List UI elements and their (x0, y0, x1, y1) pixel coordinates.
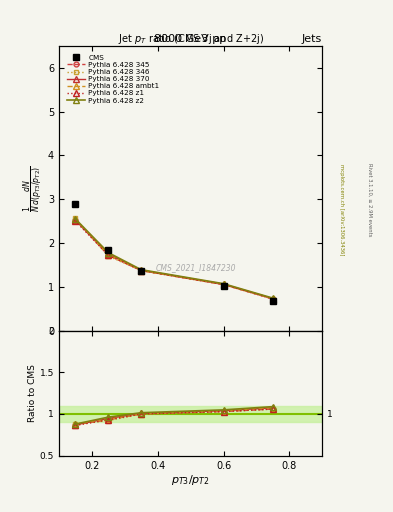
Text: mcplots.cern.ch [arXiv:1306.3436]: mcplots.cern.ch [arXiv:1306.3436] (340, 164, 344, 255)
Y-axis label: $\frac{1}{N}\frac{dN}{d(p_{T3}/p_{T2})}$: $\frac{1}{N}\frac{dN}{d(p_{T3}/p_{T2})}$ (22, 165, 46, 211)
Text: Jets: Jets (302, 33, 322, 44)
Text: 8000 GeV pp: 8000 GeV pp (154, 33, 227, 44)
Text: CMS_2021_I1847230: CMS_2021_I1847230 (156, 264, 236, 272)
Legend: CMS, Pythia 6.428 345, Pythia 6.428 346, Pythia 6.428 370, Pythia 6.428 ambt1, P: CMS, Pythia 6.428 345, Pythia 6.428 346,… (65, 53, 162, 106)
Title: Jet $p_T$ ratio (CMS 3j and Z+2j): Jet $p_T$ ratio (CMS 3j and Z+2j) (118, 32, 264, 46)
X-axis label: $p_{T3}/p_{T2}$: $p_{T3}/p_{T2}$ (171, 473, 210, 487)
Y-axis label: Ratio to CMS: Ratio to CMS (28, 364, 37, 422)
Text: Rivet 3.1.10, ≥ 2.9M events: Rivet 3.1.10, ≥ 2.9M events (367, 163, 372, 237)
Bar (59, 406, 322, 422)
